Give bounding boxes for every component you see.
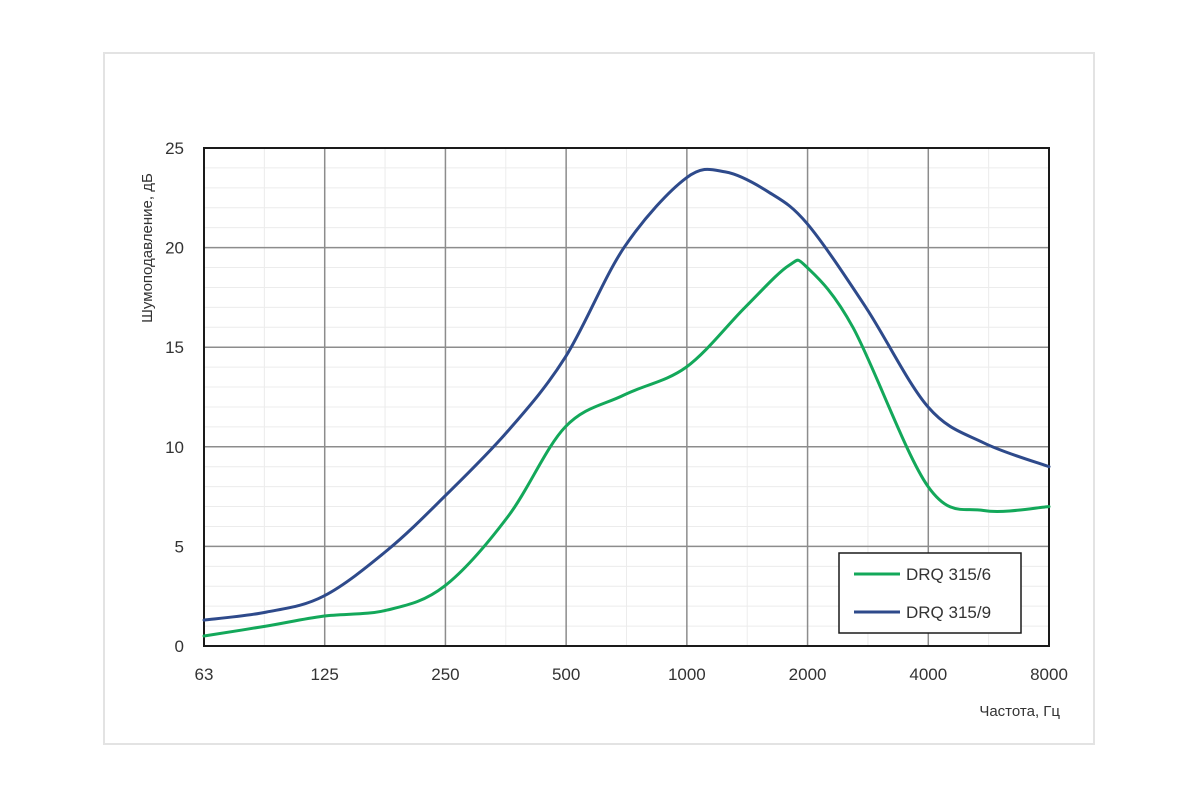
plot-area-border	[203, 147, 1050, 647]
x-axis-title: Частота, Гц	[979, 703, 1060, 720]
x-tick-label: 500	[552, 665, 580, 684]
x-tick-label: 2000	[789, 665, 827, 684]
y-tick-label: 0	[175, 637, 184, 656]
y-tick-label: 10	[165, 438, 184, 457]
series-line-drq-315-9	[202, 167, 1051, 622]
y-tick-label: 25	[165, 139, 184, 158]
y-tick-label: 15	[165, 338, 184, 357]
x-tick-label: 1000	[668, 665, 706, 684]
x-tick-label: 8000	[1030, 665, 1068, 684]
y-tick-labels: 0 5 10 15 20 25	[165, 139, 184, 656]
y-tick-label: 5	[175, 537, 184, 556]
series-layer	[202, 167, 1051, 638]
series-line-drq-315-6	[202, 258, 1051, 638]
y-axis-title: Шумоподавление, дБ	[139, 173, 156, 323]
x-tick-label: 4000	[909, 665, 947, 684]
x-tick-label: 63	[195, 665, 214, 684]
y-tick-label: 20	[165, 239, 184, 258]
legend-label: DRQ 315/6	[906, 565, 991, 584]
legend-box	[838, 552, 1022, 634]
x-tick-labels: 63 125 250 500 1000 2000 4000 8000	[195, 665, 1068, 684]
x-tick-label: 125	[311, 665, 339, 684]
x-tick-label: 250	[431, 665, 459, 684]
legend-label: DRQ 315/9	[906, 603, 991, 622]
legend: DRQ 315/6 DRQ 315/9	[838, 552, 1022, 634]
